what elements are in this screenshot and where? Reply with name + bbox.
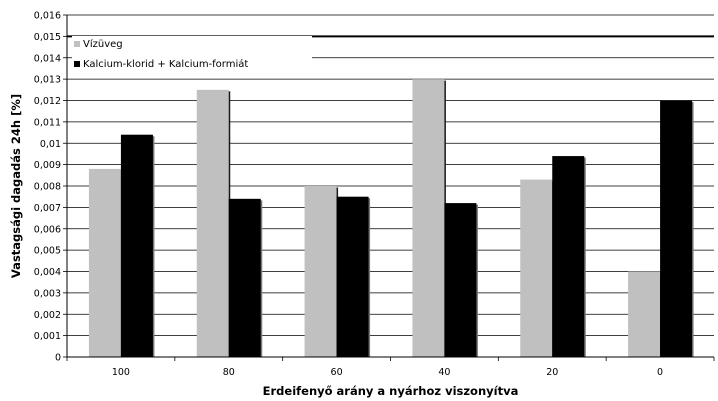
- y-tick-label: 0,008: [34, 182, 61, 193]
- y-tick-label: 0,012: [34, 96, 61, 107]
- bar-kalcium-80: [228, 198, 261, 357]
- x-tick-label: 100: [112, 367, 130, 378]
- x-tick-label: 0: [657, 367, 663, 378]
- legend-swatch: [74, 61, 80, 67]
- y-tick-label: 0,011: [34, 117, 61, 128]
- bar-vizuveg-80: [196, 89, 229, 357]
- x-tick-label: 40: [438, 367, 450, 378]
- bar-kalcium-40: [444, 203, 477, 357]
- gridlines: [67, 14, 714, 337]
- bar-kalcium-100: [120, 134, 153, 357]
- y-axis-title: Vastagsági dagadás 24h [%]: [9, 94, 23, 278]
- y-tick-label: 0,006: [34, 224, 61, 235]
- x-tick-label: 80: [223, 367, 235, 378]
- x-axis-title: Erdeifenyő arány a nyárhoz viszonyítva: [263, 384, 519, 398]
- y-tick-labels: 0 0,001 0,002 0,003 0,004 0,005 0,006 0,007 0,00…: [34, 11, 67, 364]
- bars: [88, 79, 694, 357]
- y-tick-label: 0,002: [34, 310, 61, 321]
- bar-kalcium-60: [336, 196, 369, 357]
- bar-kalcium-20: [552, 156, 585, 357]
- bar-vizuveg-40: [412, 79, 445, 357]
- y-tick-label: 0,014: [34, 53, 61, 64]
- legend-label: Vízüveg: [83, 38, 123, 50]
- y-tick-label: 0,003: [34, 288, 61, 299]
- legend-swatch: [74, 41, 80, 47]
- x-tick-labels: 100 80 60 40 20 0: [66, 357, 715, 378]
- y-tick-label: 0,015: [34, 32, 61, 43]
- legend: Vízüveg Kalcium-klorid + Kalcium-formiát: [72, 36, 312, 72]
- bar-vizuveg-100: [88, 168, 121, 357]
- y-tick-label: 0,004: [34, 267, 61, 278]
- legend-background: [72, 56, 312, 72]
- bar-vizuveg-0: [628, 271, 661, 357]
- y-tick-label: 0,005: [34, 246, 61, 257]
- y-tick-label: 0,016: [34, 11, 61, 22]
- bar-kalcium-0: [660, 100, 693, 357]
- y-tick-label: 0: [55, 353, 61, 364]
- y-tick-label: 0,01: [40, 139, 61, 150]
- y-tick-label: 0,009: [34, 160, 61, 171]
- x-tick-label: 20: [546, 367, 558, 378]
- y-tick-label: 0,013: [34, 75, 61, 86]
- legend-background: [72, 36, 312, 52]
- bar-vizuveg-60: [304, 186, 337, 357]
- legend-label: Kalcium-klorid + Kalcium-formiát: [83, 58, 248, 70]
- y-tick-label: 0,001: [34, 331, 61, 342]
- x-tick-label: 60: [331, 367, 343, 378]
- bar-vizuveg-20: [520, 179, 553, 357]
- y-tick-label: 0,007: [34, 203, 61, 214]
